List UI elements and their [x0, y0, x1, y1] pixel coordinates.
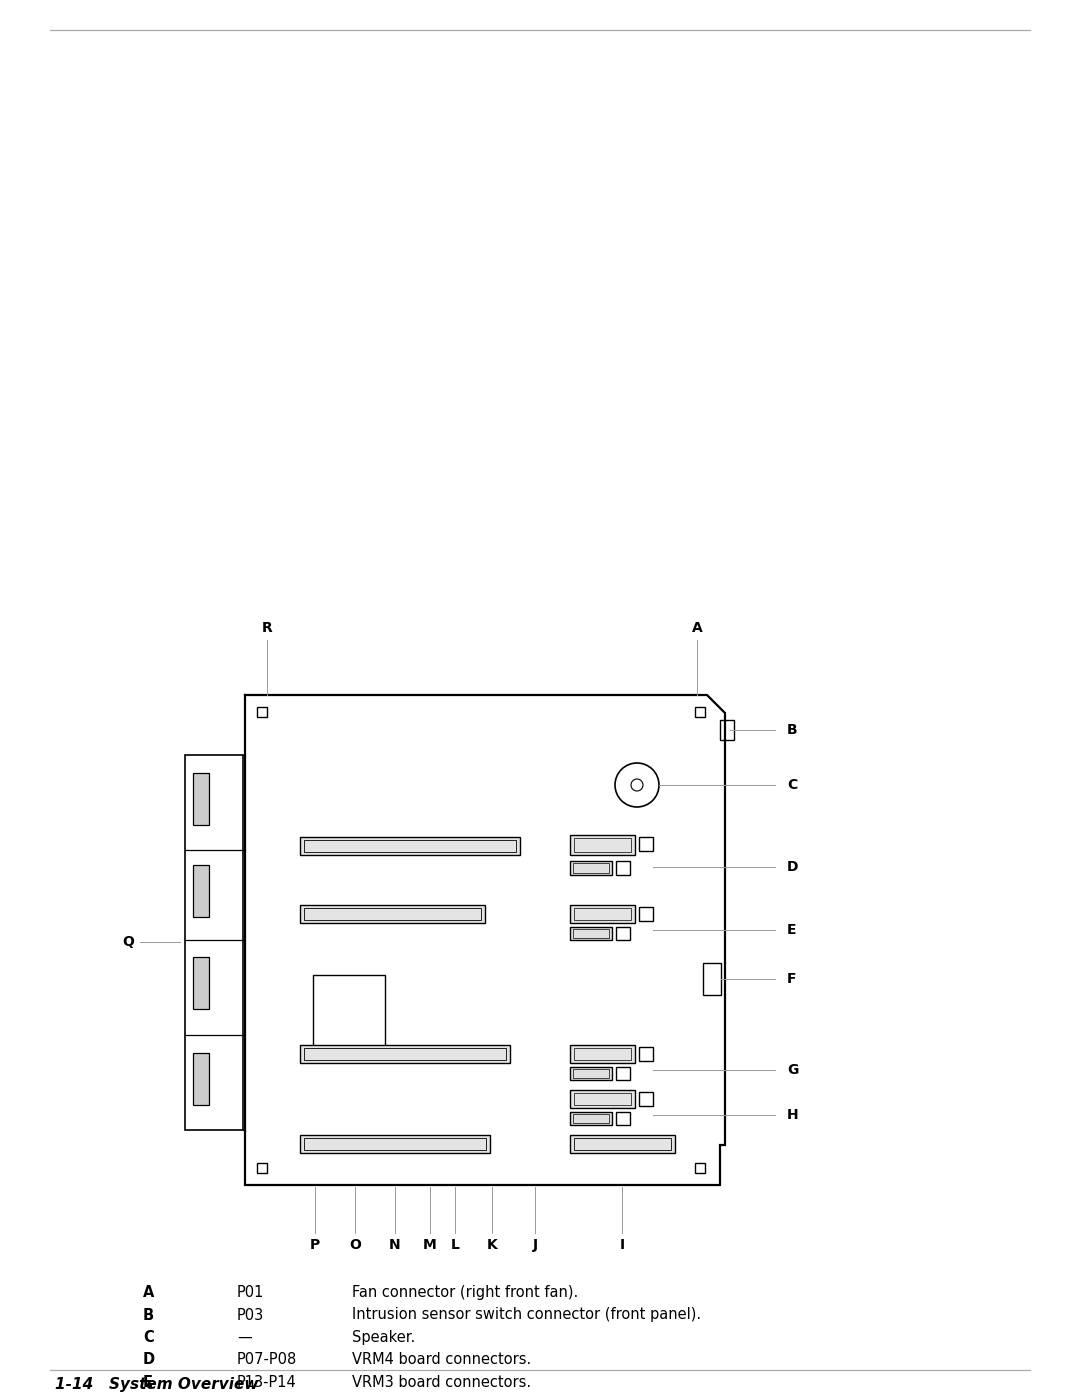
Bar [573, 1113, 609, 1123]
Bar [573, 1069, 609, 1078]
Bar [616, 928, 630, 940]
Bar [303, 908, 481, 921]
Bar [639, 907, 653, 921]
Text: N: N [389, 1238, 401, 1252]
Text: P07-P08: P07-P08 [237, 1352, 297, 1368]
Text: VRM3 board connectors.: VRM3 board connectors. [352, 1375, 531, 1390]
Bar [303, 840, 516, 852]
Bar [257, 1162, 267, 1173]
Text: B: B [143, 1308, 154, 1323]
Text: R: R [261, 622, 272, 636]
Bar [573, 1139, 671, 1150]
Text: Intrusion sensor switch connector (front panel).: Intrusion sensor switch connector (front… [352, 1308, 701, 1323]
Text: L: L [450, 1238, 459, 1252]
Text: P01: P01 [237, 1285, 265, 1301]
Bar [193, 957, 210, 1009]
Bar [570, 905, 635, 923]
Text: I: I [620, 1238, 624, 1252]
Circle shape [631, 780, 643, 791]
Bar [193, 1053, 210, 1105]
Bar [193, 865, 210, 916]
Bar [303, 1139, 486, 1150]
Bar [570, 928, 612, 940]
Text: A: A [143, 1285, 154, 1301]
Bar [193, 773, 210, 826]
Text: D: D [143, 1352, 156, 1368]
Text: J: J [532, 1238, 538, 1252]
Bar [573, 908, 631, 921]
Bar [570, 1045, 635, 1063]
Text: C: C [787, 778, 797, 792]
Text: M: M [423, 1238, 437, 1252]
Text: G: G [787, 1063, 798, 1077]
Bar [616, 1067, 630, 1080]
Bar [616, 1112, 630, 1125]
Text: E: E [787, 923, 797, 937]
Text: VRM4 board connectors.: VRM4 board connectors. [352, 1352, 531, 1368]
Bar [570, 1067, 612, 1080]
Text: E: E [143, 1375, 153, 1390]
Bar [313, 975, 384, 1046]
Text: D: D [787, 861, 798, 875]
Text: Fan connector (right front fan).: Fan connector (right front fan). [352, 1285, 578, 1301]
Bar [300, 1134, 490, 1153]
Bar [303, 1048, 507, 1060]
Text: F: F [787, 972, 797, 986]
Text: —: — [237, 1330, 252, 1345]
Bar [570, 1134, 675, 1153]
Text: P13-P14: P13-P14 [237, 1375, 297, 1390]
Bar [300, 905, 485, 923]
Text: O: O [349, 1238, 361, 1252]
Text: K: K [487, 1238, 498, 1252]
Bar [300, 1045, 510, 1063]
Bar [573, 929, 609, 937]
Bar [257, 707, 267, 717]
Text: P: P [310, 1238, 320, 1252]
Text: P03: P03 [237, 1308, 265, 1323]
Bar [616, 861, 630, 875]
Bar [573, 838, 631, 852]
Bar [570, 861, 612, 875]
Bar [573, 1048, 631, 1060]
Bar [696, 707, 705, 717]
Bar [639, 1046, 653, 1060]
Bar [300, 837, 519, 855]
Bar [570, 1112, 612, 1125]
Text: H: H [787, 1108, 798, 1122]
Bar [185, 754, 243, 1130]
Text: C: C [143, 1330, 153, 1345]
Text: A: A [691, 622, 702, 636]
Bar [573, 863, 609, 873]
Bar [639, 1092, 653, 1106]
Bar [570, 835, 635, 855]
Bar [703, 963, 721, 995]
Text: B: B [787, 724, 798, 738]
Text: Q: Q [122, 935, 134, 949]
Text: 1-14   System Overview: 1-14 System Overview [55, 1377, 258, 1393]
Circle shape [615, 763, 659, 807]
Bar [720, 719, 734, 740]
Bar [639, 837, 653, 851]
Bar [696, 1162, 705, 1173]
Text: Speaker.: Speaker. [352, 1330, 415, 1345]
Bar [573, 1092, 631, 1105]
Bar [570, 1090, 635, 1108]
